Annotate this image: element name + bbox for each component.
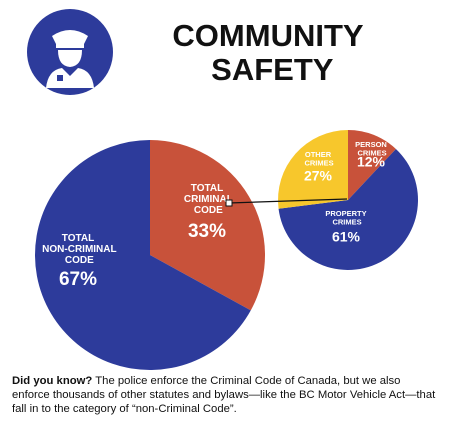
slice-label: PERSON CRIMES (355, 140, 387, 158)
slice-label: TOTAL NON-CRIMINAL CODE (39, 233, 116, 266)
infographic: COMMUNITY SAFETY TOTAL CRIMINAL CODE 33% T… (27, 9, 419, 370)
slice-value: 12% (357, 154, 386, 170)
slice-value: 27% (304, 168, 333, 184)
slice-label: TOTAL CRIMINAL CODE (181, 183, 233, 216)
pie-slice (278, 130, 348, 209)
connector (228, 198, 348, 204)
slice-value: 67% (59, 269, 97, 290)
police-icon (27, 9, 113, 95)
slice-label: PROPERTY CRIMES (325, 209, 366, 227)
footnote-text: The police enforce the Criminal Code of … (12, 375, 436, 415)
slice-value: 33% (188, 221, 226, 242)
pie-slice (34, 140, 251, 370)
pie-slice (348, 130, 396, 200)
footnote-lead: Did you know? (12, 375, 93, 387)
pie-slice (150, 140, 265, 311)
pie-slice (278, 148, 419, 270)
title: COMMUNITY SAFETY (172, 18, 363, 87)
slice-value: 61% (332, 229, 361, 245)
connector-marker (225, 199, 233, 207)
footnote: Did you know? The police enforce the Cri… (12, 374, 440, 416)
slice-label: OTHER CRIMES (302, 150, 333, 168)
